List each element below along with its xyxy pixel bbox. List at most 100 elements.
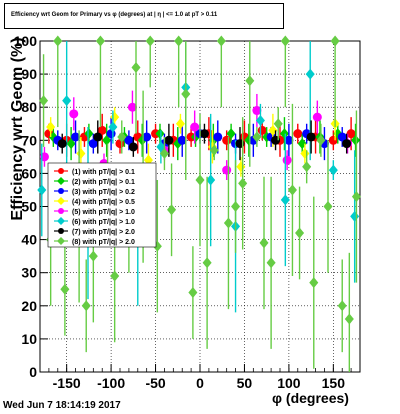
data-point [346,129,356,139]
y-tick-label: 90 [21,66,37,82]
data-point [280,194,290,206]
data-point [199,129,209,139]
data-point [351,191,361,203]
data-point [195,174,205,186]
data-point [175,118,185,130]
data-point [37,184,47,196]
data-point [202,257,212,269]
data-point [46,121,56,133]
data-point [337,132,347,142]
data-point [306,132,316,142]
data-point [282,155,292,165]
data-point [181,88,191,100]
legend-marker [57,177,65,185]
tick-labels: -150 -100 -50 0 50 100 150 0 10 20 30 40 50 60 70 80 90 1… [14,33,346,391]
data-point [252,131,262,143]
data-point [206,174,216,186]
data-point [39,95,49,107]
legend-entry: (6) with pT/|q| > 1.0 [72,219,135,226]
data-point [284,135,294,145]
data-point [145,35,155,47]
legend-marker [58,188,64,194]
data-point [223,217,233,229]
legend-marker [57,217,65,225]
y-tick-label: 60 [21,165,37,181]
legend-marker [58,168,64,174]
data-point [71,132,81,142]
data-point [266,257,276,269]
x-tick-label: -50 [145,375,165,391]
data-point [238,177,248,189]
data-point [110,270,120,282]
legend-entry: (4) with pT/|q| > 0.5 [72,199,135,206]
data-point [351,134,361,146]
data-point [127,102,137,112]
data-point [259,237,269,249]
data-point [124,135,134,145]
axis-ticks [39,40,361,373]
legend-marker [58,228,64,234]
legend-entry: (7) with pT/|q| > 2.0 [72,229,135,236]
data-point [164,135,174,145]
legend-entry: (3) with pT/|q| > 0.2 [72,189,135,196]
data-point [295,227,305,239]
y-tick-label: 30 [21,265,37,281]
legend: (1) with pT/|q| > 0.1 (2) with pT/|q| > 0… [47,162,157,248]
data-point [255,114,265,126]
data-point [88,139,98,149]
data-point [108,121,118,133]
data-point [60,283,70,295]
data-point [69,109,79,119]
data-point [312,112,322,122]
data-point [88,250,98,262]
data-point [209,144,219,156]
data-point [231,201,241,212]
data-point [167,204,177,216]
data-point [330,35,340,47]
data-point [117,131,127,143]
data-point [177,135,187,145]
legend-entry: (1) with pT/|q| > 0.1 [72,169,135,176]
y-tick-label: 20 [21,298,37,314]
data-point [159,148,169,160]
data-point [222,165,232,175]
data-point [131,61,141,73]
data-point [293,129,303,139]
data-point [305,68,315,80]
x-tick-label: -100 [97,375,125,391]
x-tick-label: -150 [53,375,81,391]
data-point [93,132,103,142]
data-point [188,287,198,299]
data-point [97,125,107,135]
legend-marker [57,237,65,245]
y-tick-label: 100 [14,33,38,49]
legend-box [47,162,157,248]
data-point [128,142,138,152]
data-point [342,139,352,149]
data-point [328,164,338,176]
data-point [302,161,312,173]
data-point [57,139,67,149]
legend-marker [57,197,65,205]
y-tick-label: 70 [21,132,37,148]
data-point [81,300,91,312]
data-point [95,35,105,47]
y-tick-label: 50 [21,199,37,215]
data-point [84,128,94,140]
data-point [190,122,200,132]
data-point [309,277,319,289]
y-tick-label: 40 [21,232,37,248]
data-point [252,106,262,116]
data-point [174,35,184,47]
data-point [216,35,226,47]
y-tick-label: 80 [21,99,37,115]
x-tick-label: 50 [237,375,253,391]
y-tick-label: 10 [21,331,37,347]
x-axis-label: φ (degrees) [272,390,349,406]
legend-entry: (5) with pT/|q| > 1.0 [72,209,135,216]
data-point [323,201,333,212]
data-point [62,95,72,107]
legend-entry: (2) with pT/|q| > 0.1 [72,179,135,186]
data-point [287,184,297,196]
